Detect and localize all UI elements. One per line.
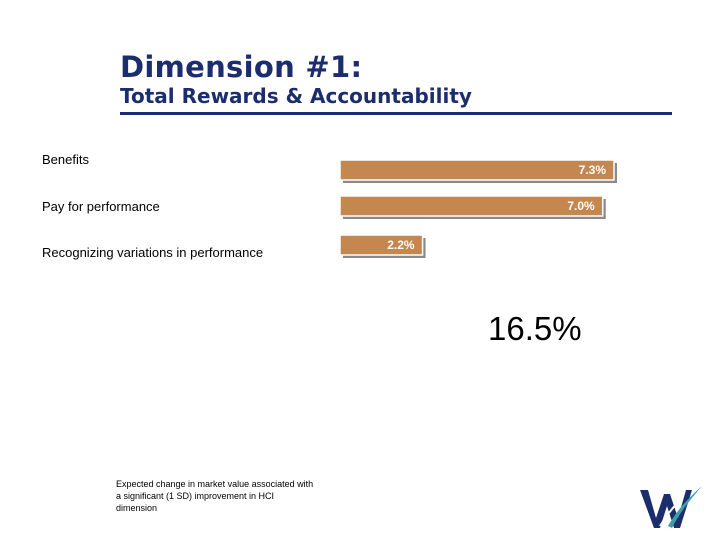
page-subtitle: Total Rewards & Accountability bbox=[120, 84, 472, 108]
bar-value-label: 7.3% bbox=[579, 163, 607, 177]
category-label-recognizing-variations: Recognizing variations in performance bbox=[42, 245, 264, 260]
page-title: Dimension #1: bbox=[120, 50, 363, 84]
bar bbox=[339, 195, 604, 217]
bar-chart: 7.3% 7.0% 2.2% bbox=[339, 159, 617, 258]
title-divider bbox=[120, 112, 672, 115]
total-value: 16.5% bbox=[488, 310, 582, 347]
bar-group: 2.2% bbox=[339, 234, 426, 258]
bar bbox=[339, 159, 615, 181]
bar-group: 7.3% bbox=[339, 159, 617, 183]
category-label-benefits: Benefits bbox=[42, 152, 89, 167]
watson-wyatt-w-logo-icon bbox=[640, 486, 702, 528]
footnote: Expected change in market value associat… bbox=[116, 479, 314, 513]
title-block: Dimension #1: Total Rewards & Accountabi… bbox=[120, 50, 472, 108]
bar-group: 7.0% bbox=[339, 195, 606, 219]
bar-value-label: 7.0% bbox=[567, 199, 595, 213]
bar-value-label: 2.2% bbox=[387, 238, 415, 252]
category-label-pay-for-performance: Pay for performance bbox=[42, 199, 160, 214]
bar bbox=[339, 234, 424, 256]
